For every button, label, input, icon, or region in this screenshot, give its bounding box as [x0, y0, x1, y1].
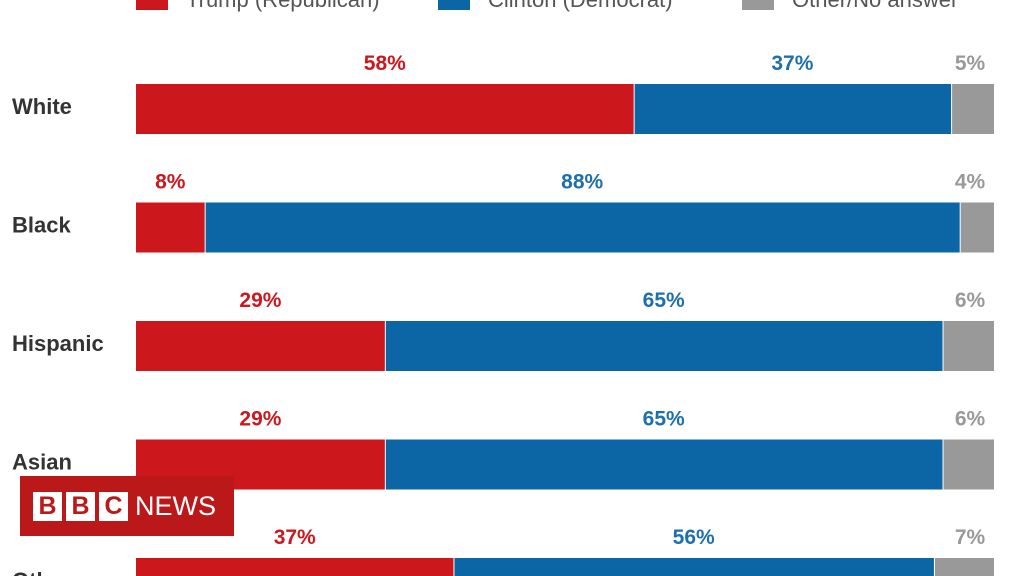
bar-segment-other — [952, 84, 994, 134]
chart-legend: Trump (Republican) Clinton (Democrat) Ot… — [0, 0, 1024, 12]
data-label-other: 5% — [955, 52, 986, 75]
legend-label-other: Other/No answer — [792, 0, 958, 13]
bar-segment-clinton — [385, 321, 943, 371]
data-label-clinton: 65% — [643, 289, 685, 312]
data-label-clinton: 56% — [673, 526, 715, 549]
bbc-logo-letter: C — [99, 491, 128, 521]
legend-swatch-clinton — [438, 0, 470, 10]
bar-segment-other — [943, 321, 994, 371]
bar-segment-other — [943, 439, 994, 490]
bar-segment-trump — [136, 84, 634, 134]
legend-label-clinton: Clinton (Democrat) — [488, 0, 673, 13]
legend-item-clinton: Clinton (Democrat) — [438, 0, 673, 12]
category-label: Hispanic — [12, 331, 104, 356]
bar-segment-clinton — [205, 202, 960, 253]
category-label: Other — [12, 568, 71, 576]
bar-segment-other — [960, 202, 994, 253]
bar-segment-clinton — [634, 84, 952, 134]
bar-segment-clinton — [385, 439, 943, 490]
bar-segment-clinton — [454, 558, 934, 576]
bbc-news-logo: B B C NEWS — [20, 476, 234, 536]
data-label-trump: 8% — [155, 171, 186, 194]
category-label: Asian — [12, 450, 72, 475]
bbc-logo-letter: B — [66, 491, 95, 521]
data-label-trump: 37% — [274, 526, 316, 549]
data-label-other: 6% — [955, 408, 986, 431]
bbc-logo-news-text: NEWS — [135, 490, 216, 521]
legend-item-other: Other/No answer — [742, 0, 958, 12]
bar-segment-trump — [136, 202, 205, 253]
bbc-logo-letter: B — [33, 491, 62, 521]
data-label-trump: 29% — [239, 289, 281, 312]
data-label-clinton: 88% — [561, 171, 603, 194]
data-label-trump: 29% — [239, 408, 281, 431]
legend-item-trump: Trump (Republican) — [136, 0, 380, 12]
bar-segment-trump — [136, 558, 454, 576]
bar-segment-trump — [136, 321, 385, 371]
data-label-other: 6% — [955, 289, 986, 312]
legend-label-trump: Trump (Republican) — [186, 0, 380, 13]
data-label-clinton: 65% — [643, 408, 685, 431]
category-label: White — [12, 94, 72, 119]
data-label-trump: 58% — [364, 52, 406, 75]
legend-swatch-trump — [136, 0, 168, 10]
category-label: Black — [12, 213, 71, 238]
bar-segment-other — [934, 558, 994, 576]
data-label-other: 7% — [955, 526, 986, 549]
data-label-clinton: 37% — [771, 52, 813, 75]
data-label-other: 4% — [955, 171, 986, 194]
legend-swatch-other — [742, 0, 774, 10]
